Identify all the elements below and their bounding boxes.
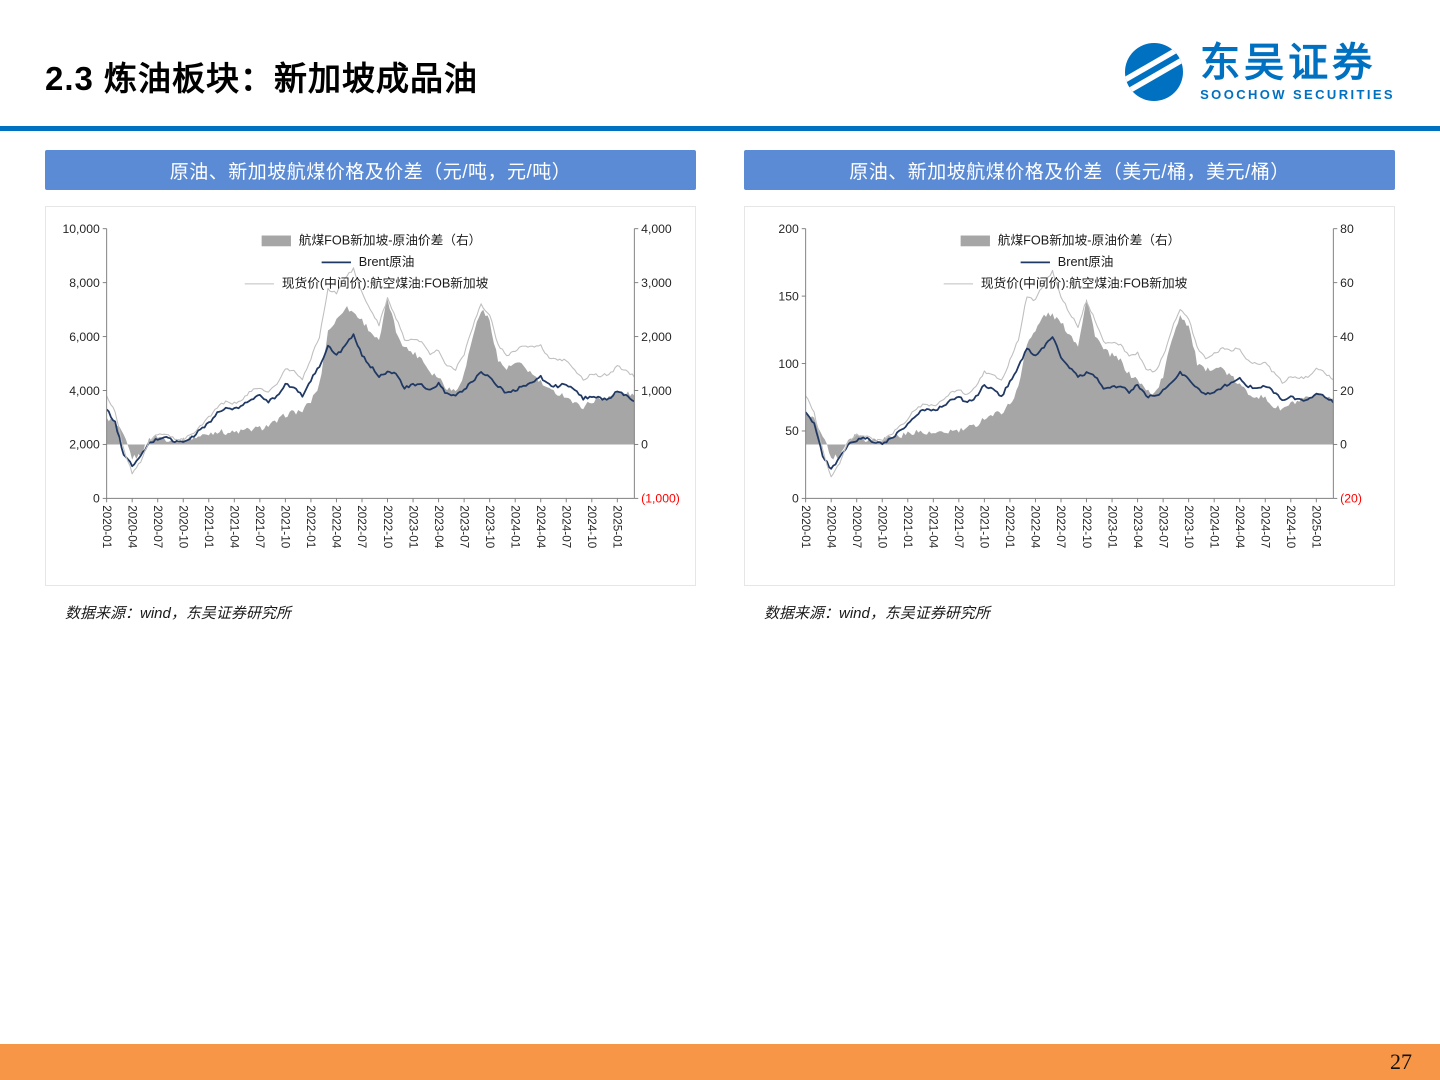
svg-text:2024-07: 2024-07 — [560, 505, 573, 548]
svg-text:2,000: 2,000 — [69, 438, 100, 452]
svg-text:2023-10: 2023-10 — [1182, 505, 1195, 548]
svg-text:2021-04: 2021-04 — [228, 505, 241, 548]
svg-text:2020-04: 2020-04 — [125, 505, 138, 548]
svg-text:2023-01: 2023-01 — [406, 505, 419, 548]
svg-text:2025-01: 2025-01 — [1310, 505, 1323, 548]
svg-text:2024-01: 2024-01 — [508, 505, 521, 548]
logo-name: 东吴证券 — [1200, 41, 1377, 85]
svg-text:20: 20 — [1340, 384, 1354, 398]
svg-text:60: 60 — [1340, 276, 1354, 290]
svg-text:2021-01: 2021-01 — [901, 505, 914, 548]
svg-text:2023-04: 2023-04 — [432, 505, 445, 548]
svg-text:0: 0 — [792, 492, 799, 506]
logo-subtitle: SOOCHOW SECURITIES — [1200, 87, 1395, 102]
svg-text:2021-04: 2021-04 — [927, 505, 940, 548]
soochow-logo-icon — [1125, 43, 1184, 101]
svg-text:2024-10: 2024-10 — [1284, 505, 1297, 548]
source-note-right: 数据来源：wind，东吴证券研究所 — [764, 604, 990, 622]
svg-text:200: 200 — [778, 222, 799, 236]
slide-header: 2.3 炼油板块：新加坡成品油 东吴证券 SOOCHOW SECURITIES — [0, 0, 1440, 104]
source-note-left: 数据来源：wind，东吴证券研究所 — [65, 604, 291, 622]
panel-header-right: 原油、新加坡航煤价格及价差（美元/桶，美元/桶） — [744, 150, 1395, 190]
svg-text:2024-01: 2024-01 — [1207, 505, 1220, 548]
svg-text:航煤FOB新加坡-原油价差（右）: 航煤FOB新加坡-原油价差（右） — [299, 232, 482, 247]
svg-text:4,000: 4,000 — [69, 384, 100, 398]
svg-text:1,000: 1,000 — [641, 384, 672, 398]
svg-text:2022-01: 2022-01 — [304, 505, 317, 548]
svg-text:2020-07: 2020-07 — [850, 505, 863, 548]
svg-text:现货价(中间价):航空煤油:FOB新加坡: 现货价(中间价):航空煤油:FOB新加坡 — [981, 275, 1188, 290]
svg-text:3,000: 3,000 — [641, 276, 672, 290]
svg-text:2022-10: 2022-10 — [1080, 505, 1093, 548]
svg-text:2020-10: 2020-10 — [176, 505, 189, 548]
svg-text:(1,000): (1,000) — [641, 492, 680, 506]
svg-text:2023-07: 2023-07 — [457, 505, 470, 548]
svg-text:0: 0 — [641, 438, 648, 452]
footer-bar: 27 — [0, 1044, 1440, 1080]
svg-text:(20): (20) — [1340, 492, 1362, 506]
svg-text:2020-04: 2020-04 — [824, 505, 837, 548]
svg-text:2022-07: 2022-07 — [1054, 505, 1067, 548]
svg-text:现货价(中间价):航空煤油:FOB新加坡: 现货价(中间价):航空煤油:FOB新加坡 — [282, 275, 489, 290]
logo: 东吴证券 SOOCHOW SECURITIES — [1122, 40, 1395, 104]
page-title: 2.3 炼油板块：新加坡成品油 — [45, 60, 479, 97]
chart-right: 200 150 100 50 0 80 60 40 20 0 (20) 2020-01 2020-04 2… — [744, 206, 1395, 586]
svg-text:2024-10: 2024-10 — [585, 505, 598, 548]
svg-text:150: 150 — [778, 289, 799, 303]
svg-text:2023-07: 2023-07 — [1156, 505, 1169, 548]
svg-text:2021-10: 2021-10 — [978, 505, 991, 548]
svg-text:2022-04: 2022-04 — [330, 505, 343, 548]
svg-text:2023-01: 2023-01 — [1105, 505, 1118, 548]
svg-text:50: 50 — [785, 424, 799, 438]
svg-text:2024-07: 2024-07 — [1259, 505, 1272, 548]
header-rule — [0, 126, 1440, 131]
chart-panel-left: 原油、新加坡航煤价格及价差（元/吨，元/吨） 10,000 8,000 6,000 4… — [45, 150, 696, 623]
svg-text:2022-01: 2022-01 — [1003, 505, 1016, 548]
svg-text:6,000: 6,000 — [69, 330, 100, 344]
svg-text:2020-01: 2020-01 — [799, 505, 812, 548]
svg-text:2023-10: 2023-10 — [483, 505, 496, 548]
svg-text:2020-07: 2020-07 — [151, 505, 164, 548]
chart-panel-right: 原油、新加坡航煤价格及价差（美元/桶，美元/桶） 200 150 100 50 0 80 6… — [744, 150, 1395, 623]
svg-text:0: 0 — [93, 492, 100, 506]
chart-canvas: 10,000 8,000 6,000 4,000 2,000 0 4,000 3,000 2,0… — [62, 222, 680, 549]
svg-text:2023-04: 2023-04 — [1131, 505, 1144, 548]
svg-text:2022-10: 2022-10 — [381, 505, 394, 548]
svg-text:2021-07: 2021-07 — [952, 505, 965, 548]
svg-text:航煤FOB新加坡-原油价差（右）: 航煤FOB新加坡-原油价差（右） — [998, 232, 1181, 247]
svg-text:80: 80 — [1340, 222, 1354, 236]
svg-text:0: 0 — [1340, 438, 1347, 452]
svg-text:2022-07: 2022-07 — [355, 505, 368, 548]
logo-text: 东吴证券 SOOCHOW SECURITIES — [1200, 42, 1395, 102]
panel-header-left: 原油、新加坡航煤价格及价差（元/吨，元/吨） — [45, 150, 696, 190]
svg-text:2024-04: 2024-04 — [534, 505, 547, 548]
page-number: 27 — [1390, 1049, 1412, 1074]
svg-text:100: 100 — [778, 357, 799, 371]
svg-text:Brent原油: Brent原油 — [359, 255, 415, 269]
svg-text:40: 40 — [1340, 330, 1354, 344]
svg-text:4,000: 4,000 — [641, 222, 672, 236]
svg-text:2024-04: 2024-04 — [1233, 505, 1246, 548]
svg-text:2021-01: 2021-01 — [202, 505, 215, 548]
svg-text:2020-10: 2020-10 — [875, 505, 888, 548]
chart-panels: 原油、新加坡航煤价格及价差（元/吨，元/吨） 10,000 8,000 6,000 4… — [45, 150, 1395, 623]
svg-text:2021-07: 2021-07 — [253, 505, 266, 548]
svg-text:Brent原油: Brent原油 — [1058, 255, 1114, 269]
svg-text:2022-04: 2022-04 — [1029, 505, 1042, 548]
svg-text:10,000: 10,000 — [62, 222, 100, 236]
svg-text:2020-01: 2020-01 — [100, 505, 113, 548]
svg-text:2,000: 2,000 — [641, 330, 672, 344]
svg-text:2025-01: 2025-01 — [611, 505, 624, 548]
chart-left: 10,000 8,000 6,000 4,000 2,000 0 4,000 3,000 2,0… — [45, 206, 696, 586]
svg-text:2021-10: 2021-10 — [279, 505, 292, 548]
svg-text:8,000: 8,000 — [69, 276, 100, 290]
